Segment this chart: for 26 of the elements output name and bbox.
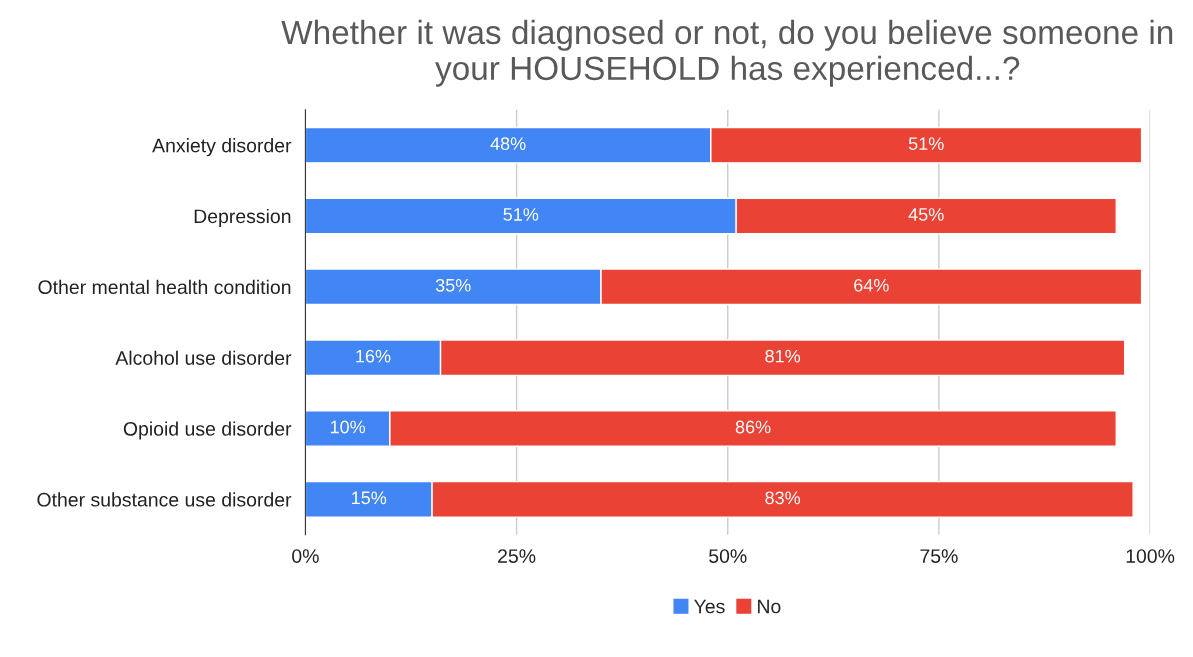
y-tick-label: Other substance use disorder [37, 492, 292, 507]
y-tick-label: Other mental health condition [38, 279, 291, 295]
data-label: 10% [330, 420, 366, 434]
data-label: 15% [352, 491, 387, 505]
data-label: 35% [435, 278, 471, 292]
x-tick-label: 50% [709, 549, 747, 563]
data-label: 51% [908, 137, 944, 150]
data-label: 48% [490, 137, 526, 150]
data-label: 86% [735, 420, 771, 434]
y-tick-label: Alcohol use disorder [115, 350, 292, 365]
x-tick-label: 25% [498, 549, 536, 563]
y-tick-label: Depression [194, 208, 291, 228]
legend-label: No [758, 599, 781, 614]
y-tick-label: Opioid use disorder [123, 421, 292, 440]
legend-label: Yes [694, 599, 725, 614]
data-label: 45% [908, 208, 944, 221]
x-tick-label: 0% [292, 549, 319, 563]
data-label: 81% [765, 349, 801, 363]
x-tick-label: 100% [1126, 549, 1175, 563]
data-label: 16% [356, 349, 391, 363]
data-label: 83% [765, 491, 801, 505]
data-label: 64% [854, 278, 889, 292]
chart-title: Whether it was diagnosed or not, do you believe someone in your HOUSEHOLD has experienced...? [281, 19, 1173, 87]
data-label: 51% [503, 208, 539, 221]
y-tick-label: Anxiety disorder [152, 138, 292, 157]
x-tick-label: 75% [920, 549, 958, 563]
